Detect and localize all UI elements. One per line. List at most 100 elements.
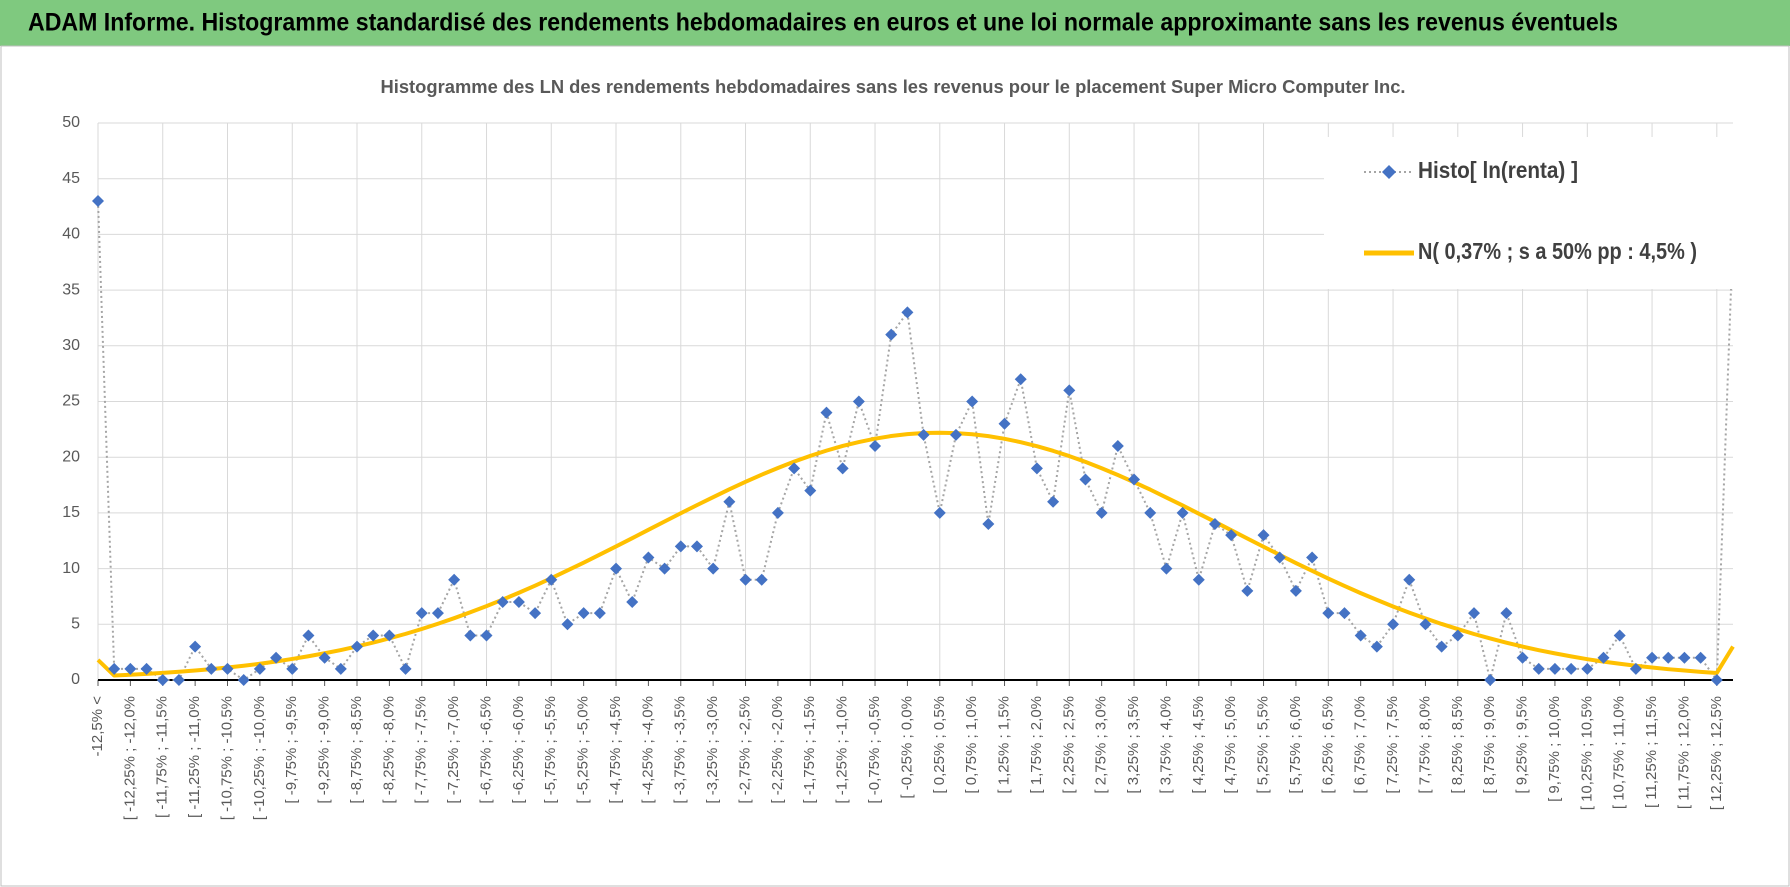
x-tick-label: [ 10,75% ; 11,0% bbox=[1611, 696, 1628, 809]
x-tick-label: [ -9,25% ; -9,0% bbox=[316, 696, 333, 804]
histogram-point bbox=[723, 495, 736, 508]
y-tick-label: 15 bbox=[62, 504, 80, 521]
x-tick-label: [ 9,25% ; 9,5% bbox=[1514, 696, 1531, 794]
histogram-point bbox=[1597, 651, 1610, 664]
x-tick-label: -12,5% < bbox=[89, 696, 106, 757]
x-tick-label: [ -7,75% ; -7,5% bbox=[413, 696, 430, 804]
x-tick-label: [ -5,75% ; -5,5% bbox=[542, 696, 559, 804]
histogram-point bbox=[1111, 440, 1124, 453]
y-tick-label: 50 bbox=[62, 114, 80, 131]
x-tick-label: [ 4,25% ; 4,5% bbox=[1190, 696, 1207, 794]
x-tick-label: [ 10,25% ; 10,5% bbox=[1578, 696, 1595, 810]
histogram-point bbox=[1467, 607, 1480, 620]
x-tick-label: [ 0,25% ; 0,5% bbox=[931, 696, 948, 794]
histogram-point bbox=[901, 306, 914, 319]
x-tick-label: [ -5,25% ; -5,0% bbox=[575, 696, 592, 804]
x-tick-label: [ 1,75% ; 2,0% bbox=[1028, 696, 1045, 794]
histogram-point bbox=[739, 573, 752, 586]
histogram-point bbox=[771, 506, 784, 519]
histogram-point bbox=[1613, 629, 1626, 642]
y-tick-label: 10 bbox=[62, 560, 80, 577]
histogram-point bbox=[1516, 651, 1529, 664]
y-tick-label: 5 bbox=[71, 616, 80, 633]
histogram-point bbox=[399, 662, 412, 675]
histogram-point bbox=[1257, 529, 1270, 542]
histogram-point bbox=[1435, 640, 1448, 653]
histogram-point bbox=[1694, 651, 1707, 664]
histogram-point bbox=[253, 662, 266, 675]
histogram-point bbox=[415, 607, 428, 620]
histogram-point bbox=[836, 462, 849, 475]
histogram-point bbox=[674, 540, 687, 553]
histogram-point bbox=[237, 674, 250, 686]
x-tick-label: [ -0,75% ; -0,5% bbox=[866, 696, 883, 804]
histogram-point bbox=[1354, 629, 1367, 642]
x-tick-label: [ -11,25% ; -11,0% bbox=[186, 696, 203, 818]
histogram-point bbox=[1014, 373, 1027, 386]
histogram-point bbox=[1710, 674, 1723, 686]
histogram-point bbox=[512, 596, 525, 609]
histogram-point bbox=[593, 607, 606, 620]
histogram-point bbox=[1581, 662, 1594, 675]
x-tick-label: [ 12,25% ; 12,5% bbox=[1708, 696, 1725, 810]
histogram-point bbox=[156, 674, 169, 686]
histogram-point bbox=[1678, 651, 1691, 664]
histogram-point bbox=[286, 662, 299, 675]
histogram-line bbox=[97, 200, 1734, 683]
histogram-point bbox=[351, 640, 364, 653]
histogram-point bbox=[1662, 651, 1675, 664]
histogram-point bbox=[690, 540, 703, 553]
x-tick-label: [ 11,25% ; 11,5% bbox=[1643, 696, 1660, 808]
histogram-point bbox=[982, 518, 995, 531]
histogram-point bbox=[464, 629, 477, 642]
histogram-point bbox=[788, 462, 801, 475]
x-tick-label: [ -1,75% ; -1,5% bbox=[801, 696, 818, 804]
histogram-point bbox=[1565, 662, 1578, 675]
histogram-point bbox=[205, 662, 218, 675]
histogram-point bbox=[1403, 573, 1416, 586]
histogram-point bbox=[1030, 462, 1043, 475]
histogram-point bbox=[431, 607, 444, 620]
histogram-point bbox=[707, 562, 720, 575]
histogram-point bbox=[1192, 573, 1205, 586]
histogram-point bbox=[610, 562, 623, 575]
legend-label: N( 0,37% ; s a 50% pp : 4,5% ) bbox=[1418, 238, 1697, 264]
y-tick-label: 20 bbox=[62, 448, 80, 465]
histogram-point bbox=[1322, 607, 1335, 620]
histogram-point bbox=[626, 596, 639, 609]
histogram-point bbox=[480, 629, 493, 642]
x-tick-label: [ 5,75% ; 6,0% bbox=[1287, 696, 1304, 794]
histogram-point bbox=[1532, 662, 1545, 675]
histogram-point bbox=[1306, 551, 1319, 564]
x-tick-label: [ -6,75% ; -6,5% bbox=[477, 696, 494, 804]
x-tick-label: [ -8,75% ; -8,5% bbox=[348, 696, 365, 804]
histogram-point bbox=[804, 484, 817, 497]
histogram-point bbox=[448, 573, 461, 586]
histogram-point bbox=[124, 662, 137, 675]
histogram-point bbox=[1273, 551, 1286, 564]
x-tick-label: [ 6,25% ; 6,5% bbox=[1319, 696, 1336, 794]
histogram-point bbox=[1128, 473, 1141, 486]
x-tick-label: [ -10,75% ; -10,5% bbox=[218, 696, 235, 820]
histogram-point bbox=[1225, 529, 1238, 542]
histogram-point bbox=[496, 596, 509, 609]
y-tick-label: 40 bbox=[62, 226, 80, 243]
x-tick-label: [ 1,25% ; 1,5% bbox=[996, 696, 1013, 794]
histogram-point bbox=[1629, 662, 1642, 675]
x-tick-label: [ 6,75% ; 7,0% bbox=[1352, 696, 1369, 794]
histogram-point bbox=[1047, 495, 1060, 508]
histogram-point bbox=[1160, 562, 1173, 575]
x-tick-label: [ 3,75% ; 4,0% bbox=[1157, 696, 1174, 794]
histogram-point bbox=[221, 662, 234, 675]
legend-label: Histo[ ln(renta) ] bbox=[1418, 157, 1578, 183]
histogram-point bbox=[92, 194, 104, 207]
x-tick-label: [ 2,75% ; 3,0% bbox=[1093, 696, 1110, 794]
histogram-point bbox=[1387, 618, 1400, 631]
histogram-point bbox=[1500, 607, 1513, 620]
x-tick-label: [ 7,25% ; 7,5% bbox=[1384, 696, 1401, 794]
x-tick-label: [ 8,25% ; 8,5% bbox=[1449, 696, 1466, 794]
histogram-point bbox=[383, 629, 396, 642]
x-tick-label: [ 9,75% ; 10,0% bbox=[1546, 696, 1563, 802]
x-tick-label: [ 3,25% ; 3,5% bbox=[1125, 696, 1142, 794]
